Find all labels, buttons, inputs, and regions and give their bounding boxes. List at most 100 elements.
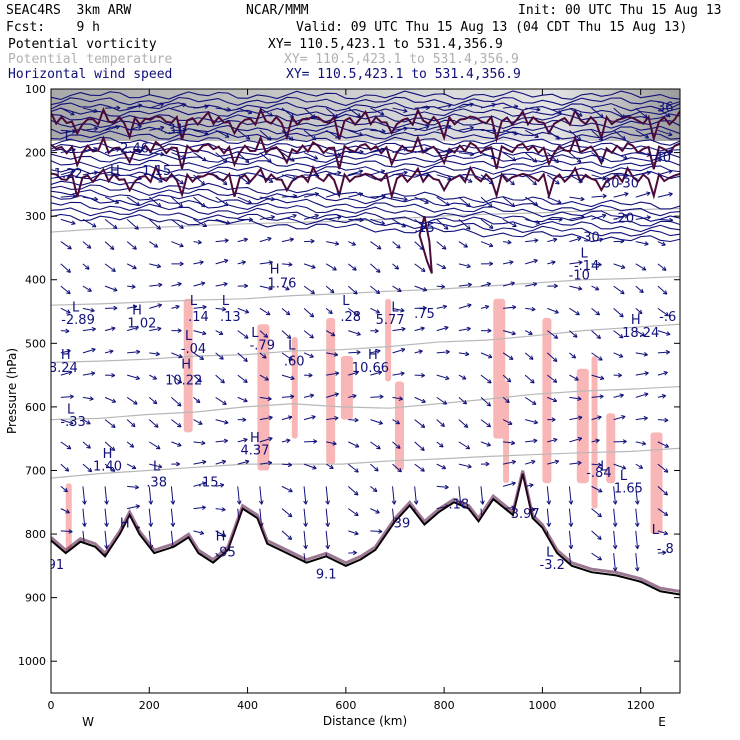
wind-vector (657, 508, 668, 516)
contour-annotation: H (216, 529, 226, 544)
wind-vector-head (447, 124, 452, 127)
wind-vector-head (315, 214, 319, 219)
wind-vector-head (178, 423, 182, 428)
wind-vector-head (291, 136, 294, 141)
contour-annotation: .31 (164, 123, 185, 138)
wind-vector-head (420, 426, 425, 429)
wind-vector (480, 486, 484, 505)
wind-vector-head (530, 381, 535, 384)
wind-vector (524, 129, 539, 138)
contour-annotation: -.04 (181, 342, 206, 357)
wind-vector-head (663, 533, 668, 536)
wind-vector-head (646, 170, 651, 173)
wind-vector-head (422, 446, 425, 451)
wind-vector-head (645, 372, 649, 376)
wind-vector-head (314, 155, 319, 160)
wind-vector-head (109, 248, 114, 250)
wind-vector-head (381, 131, 386, 134)
wind-vector (569, 196, 585, 200)
wind-vector-head (244, 238, 248, 243)
x-tick-label: 200 (139, 699, 160, 712)
wind-vector-head (288, 334, 292, 339)
wind-vector-head (148, 500, 152, 505)
wind-vector-head (532, 183, 537, 186)
wind-vector (414, 218, 427, 229)
wind-vector (503, 105, 519, 109)
wind-vector-head (576, 236, 582, 239)
wind-vector-head (534, 259, 538, 264)
wind-vector-head (403, 110, 408, 113)
wind-vector-head (104, 522, 108, 527)
wind-vector-head (132, 304, 138, 307)
wind-vector-head (236, 500, 240, 505)
wind-vector-head (620, 353, 624, 358)
wind-vector-head (596, 439, 600, 444)
wind-vector (613, 129, 626, 141)
wind-vector-head (487, 328, 492, 332)
wind-vector-head (444, 326, 449, 331)
wind-vector-head (661, 393, 666, 397)
wind-vector-head (159, 178, 163, 183)
wind-vector-head (91, 372, 96, 376)
wind-vector-head (529, 358, 534, 360)
wind-vector-head (529, 330, 533, 335)
wind-vector-head (116, 174, 121, 178)
pv-tongue (418, 215, 433, 274)
wind-vector-head (303, 522, 307, 527)
wind-vector (502, 152, 516, 162)
wind-vector-head (157, 263, 162, 268)
wind-vector (392, 285, 402, 292)
wind-vector-head (578, 286, 583, 290)
wind-vector-head (180, 203, 184, 208)
wind-vector-head (571, 356, 576, 359)
wind-vector-head (64, 469, 69, 472)
wind-vector (82, 307, 95, 312)
wind-vector-head (421, 373, 425, 376)
wind-vector (60, 419, 74, 425)
wind-vector-head (160, 125, 165, 128)
wind-vector-head (596, 286, 600, 291)
wind-vector-head (92, 328, 96, 332)
y-tick-label: 300 (25, 210, 46, 223)
wind-vector (237, 396, 248, 402)
wind-vector (60, 170, 76, 176)
wind-vector-head (156, 266, 161, 269)
wind-vector (237, 152, 250, 163)
wind-vector-head (445, 378, 450, 381)
wind-vector-head (312, 289, 315, 294)
wind-vector (414, 241, 424, 250)
wind-vector-head (555, 357, 558, 362)
wind-vector (348, 129, 363, 136)
wind-vector-head (200, 183, 205, 186)
wind-vector-head (511, 481, 516, 484)
wind-vector-head (570, 500, 574, 505)
wind-vector-head (533, 283, 538, 287)
wind-vector-head (488, 402, 492, 407)
contour-annotation: L (72, 301, 80, 316)
wind-vector-head (293, 176, 297, 180)
wind-vector-head (157, 326, 162, 329)
wind-vector-head (597, 310, 600, 316)
wind-vector-head (201, 355, 205, 360)
wind-vector-head (332, 332, 336, 336)
wind-vector (60, 148, 76, 154)
wind-vector-head (314, 213, 319, 216)
wind-vector (502, 482, 516, 487)
y-tick-label: 500 (25, 337, 46, 350)
y-tick-label: 800 (25, 528, 46, 541)
wind-vector (392, 147, 408, 154)
contour-annotation: -2.89 (61, 313, 95, 328)
wind-vector-head (487, 381, 492, 384)
wind-vector-head (597, 515, 602, 518)
wind-vector-head (534, 239, 539, 243)
wind-vector (326, 192, 341, 198)
wind-vector (370, 530, 383, 533)
wind-contour (51, 159, 680, 170)
wind-vector (347, 463, 359, 473)
wind-vector-head (334, 371, 340, 374)
wind-vector (525, 259, 538, 265)
wind-vector-head (425, 147, 430, 150)
wind-vector-head (334, 415, 339, 419)
wind-vector-head (551, 261, 556, 265)
wind-vector (547, 438, 558, 443)
